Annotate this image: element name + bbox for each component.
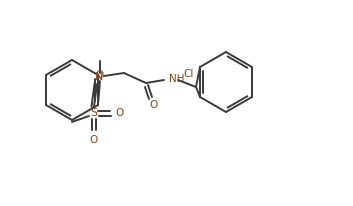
Text: Cl: Cl xyxy=(184,69,194,79)
Text: N: N xyxy=(95,72,103,82)
Text: NH: NH xyxy=(169,74,185,84)
Text: O: O xyxy=(150,100,158,110)
Text: O: O xyxy=(116,108,124,118)
Text: O: O xyxy=(96,70,104,80)
Text: O: O xyxy=(90,135,98,145)
Text: S: S xyxy=(90,108,97,118)
